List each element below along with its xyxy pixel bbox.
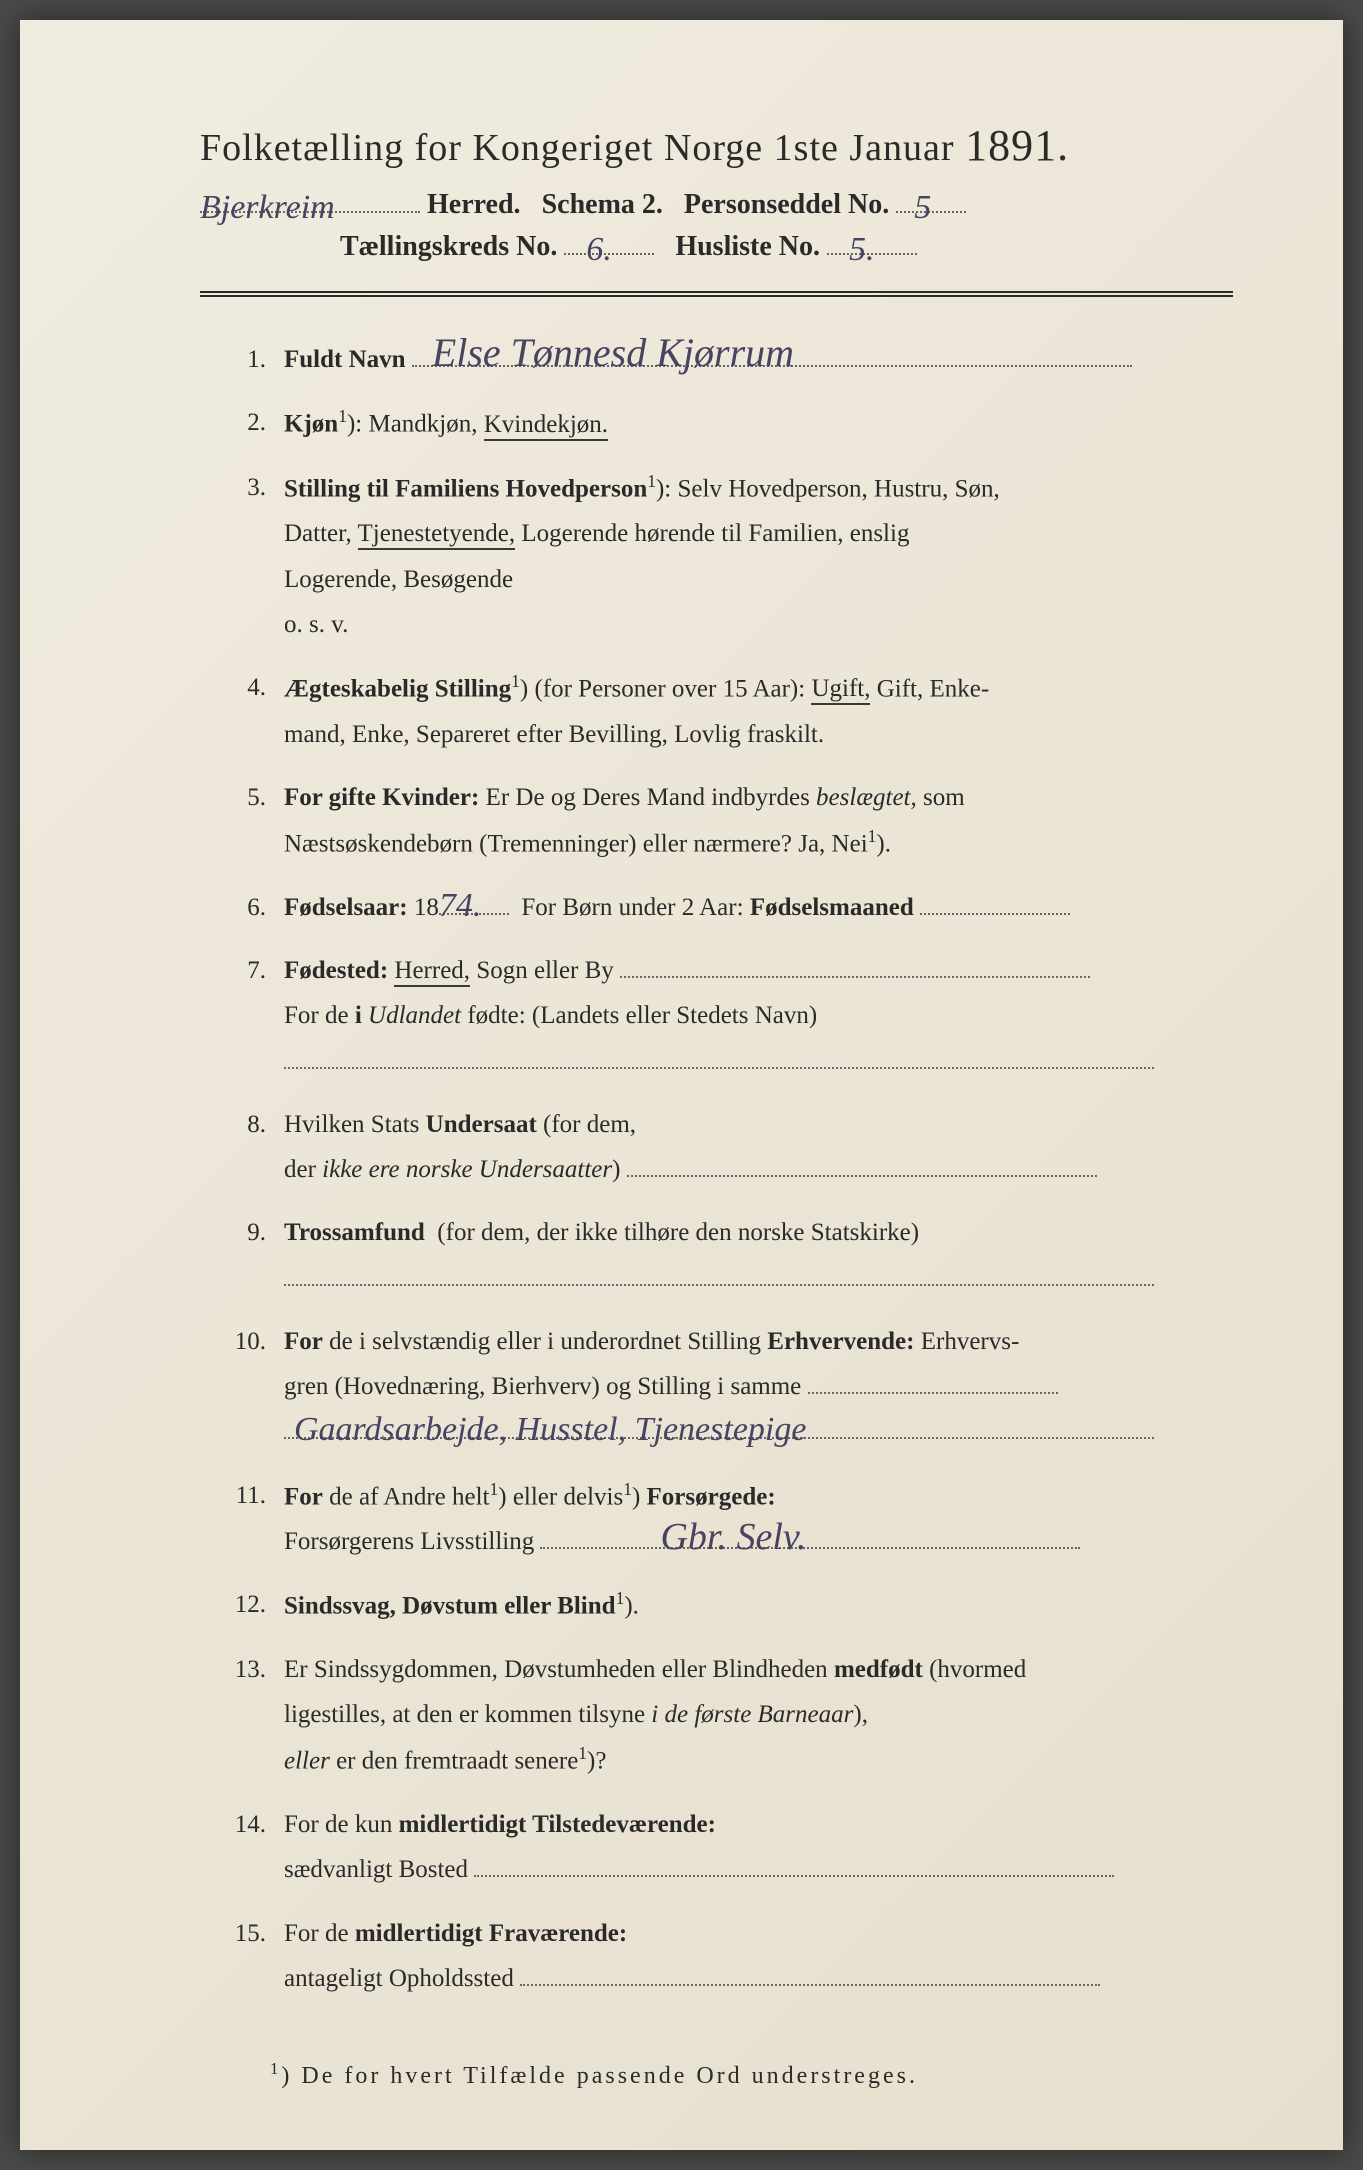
birthyear-label: Fødselsaar:	[284, 894, 408, 921]
supporter-hw: Gbr. Selv.	[660, 1506, 806, 1569]
title-year: 1891.	[965, 121, 1069, 170]
item-13: 13. Er Sindssygdommen, Døvstumheden elle…	[230, 1649, 1233, 1782]
opt-herred-underlined: Herred,	[394, 957, 470, 987]
birthplace-label: Fødested:	[284, 957, 388, 984]
occupation-label: Erhvervende:	[767, 1328, 914, 1355]
item-12: 12. Sindssvag, Døvstum eller Blind1).	[230, 1584, 1233, 1627]
title-text: Folketælling for Kongeriget Norge 1ste J…	[200, 127, 955, 169]
opt-mandkjon: Mandkjøn,	[368, 411, 477, 438]
item-15: 15. For de midlertidigt Fraværende: anta…	[230, 1913, 1233, 2000]
sex-label: Kjøn	[284, 411, 338, 438]
birthyear-hw: 74.	[439, 878, 482, 934]
temp-absent-label: midlertidigt Fraværende:	[355, 1920, 627, 1947]
marital-label: Ægteskabelig Stilling	[284, 675, 511, 702]
herred-handwritten: Bjerkreim	[200, 189, 335, 227]
religion-label: Trossamfund	[284, 1219, 425, 1246]
item-10: 10. For de i selvstændig eller i underor…	[230, 1321, 1233, 1453]
header-line-2: Tællingskreds No. 6. Husliste No. 5.	[200, 231, 1233, 263]
husliste-no-hw: 5.	[849, 231, 875, 269]
schema-label: Schema 2.	[542, 189, 663, 220]
item-7: 7. Fødested: Herred, Sogn eller By For d…	[230, 950, 1233, 1082]
item-11: 11. For de af Andre helt1) eller delvis1…	[230, 1475, 1233, 1563]
divider-rule	[200, 291, 1233, 297]
header-line-1: Bjerkreim Herred. Schema 2. Personseddel…	[200, 189, 1233, 221]
relation-label: Stilling til Familiens Hovedperson	[284, 475, 647, 502]
opt-tjenestetyende-underlined: Tjenestetyende,	[358, 520, 516, 550]
page-title: Folketælling for Kongeriget Norge 1ste J…	[200, 120, 1233, 171]
husliste-label: Husliste No.	[675, 231, 820, 262]
item-4: 4. Ægteskabelig Stilling1) (for Personer…	[230, 667, 1233, 755]
herred-label: Herred.	[427, 189, 521, 220]
item-8: 8. Hvilken Stats Undersaat (for dem, der…	[230, 1104, 1233, 1191]
disability-label: Sindssvag, Døvstum eller Blind	[284, 1593, 616, 1620]
footnote: 1) De for hvert Tilfælde passende Ord un…	[200, 2059, 1233, 2090]
item-9: 9. Trossamfund (for dem, der ikke tilhør…	[230, 1212, 1233, 1299]
opt-kvindekjon-underlined: Kvindekjøn.	[484, 411, 608, 441]
item-5: 5. For gifte Kvinder: Er De og Deres Man…	[230, 777, 1233, 865]
personseddel-no-hw: 5	[914, 189, 931, 227]
tkreds-no-hw: 6.	[586, 231, 612, 269]
subject-label: Undersaat	[426, 1111, 537, 1138]
fullname-label: Fuldt Navn	[284, 346, 406, 373]
item-14: 14. For de kun midlertidigt Tilstedevære…	[230, 1804, 1233, 1891]
temp-present-label: midlertidigt Tilstedeværende:	[399, 1811, 716, 1838]
opt-ugift-underlined: Ugift,	[811, 675, 870, 705]
married-women-label: For gifte Kvinder:	[284, 784, 479, 811]
census-form-page: Folketælling for Kongeriget Norge 1ste J…	[20, 20, 1343, 2150]
item-2: 2. Kjøn1): Mandkjøn, Kvindekjøn.	[230, 402, 1233, 445]
item-3: 3. Stilling til Familiens Hovedperson1):…	[230, 467, 1233, 645]
occupation-hw: Gaardsarbejde, Husstel, Tjenestepige	[294, 1402, 806, 1458]
item-1: 1. Fuldt Navn Else Tønnesd Kjørrum	[230, 339, 1233, 380]
fullname-hw: Else Tønnesd Kjørrum	[432, 320, 794, 386]
personseddel-label: Personseddel No.	[684, 189, 889, 220]
tkreds-label: Tællingskreds No.	[340, 231, 557, 262]
item-6: 6. Fødselsaar: 18 74. For Børn under 2 A…	[230, 887, 1233, 928]
form-items: 1. Fuldt Navn Else Tønnesd Kjørrum 2. Kj…	[200, 339, 1233, 1999]
